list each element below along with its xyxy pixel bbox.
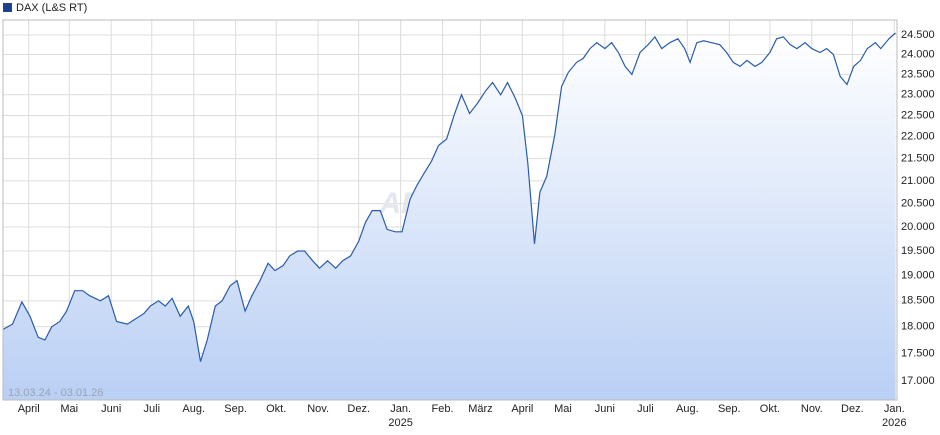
x-tick-label: April <box>18 403 40 415</box>
y-tick-label: 22.500 <box>901 109 935 121</box>
x-tick-label: Feb. <box>432 403 454 415</box>
x-tick-label: Jan. <box>390 403 411 415</box>
y-tick-label: 23.500 <box>901 68 935 80</box>
y-tick-label: 17.500 <box>901 347 935 359</box>
x-tick-label: April <box>511 403 533 415</box>
y-tick-label: 24.500 <box>901 29 935 41</box>
x-tick-label: Sep. <box>224 403 247 415</box>
y-tick-label: 21.500 <box>901 152 935 164</box>
x-tick-label: Aug. <box>182 403 205 415</box>
x-tick-label: Juni <box>595 403 615 415</box>
x-tick-label: Okt. <box>266 403 286 415</box>
legend-label: DAX (L&S RT) <box>16 2 87 14</box>
x-tick-label: Nov. <box>801 403 823 415</box>
y-tick-label: 19.500 <box>901 245 935 257</box>
y-tick-label: 22.000 <box>901 131 935 143</box>
x-tick-label: Jan. <box>884 403 905 415</box>
x-tick-label: Aug. <box>676 403 699 415</box>
x-tick-label: März <box>468 403 492 415</box>
x-tick-label: Mai <box>554 403 572 415</box>
y-tick-label: 20.500 <box>901 198 935 210</box>
legend-swatch <box>3 3 12 12</box>
date-range: 13.03.24 - 03.01.26 <box>8 387 103 399</box>
x-tick-label: Juli <box>637 403 654 415</box>
y-tick-label: 23.000 <box>901 89 935 101</box>
x-tick-label: Juni <box>101 403 121 415</box>
y-tick-label: 21.000 <box>901 175 935 187</box>
x-year-label: 2025 <box>388 417 412 429</box>
x-tick-label: Mai <box>60 403 78 415</box>
y-tick-label: 19.000 <box>901 270 935 282</box>
y-tick-label: 20.000 <box>901 221 935 233</box>
x-tick-label: Dez. <box>347 403 370 415</box>
x-tick-label: Sep. <box>718 403 741 415</box>
x-tick-label: Juli <box>144 403 161 415</box>
area <box>3 33 896 400</box>
y-tick-label: 18.000 <box>901 321 935 333</box>
y-tick-label: 18.500 <box>901 295 935 307</box>
y-tick-label: 24.000 <box>901 48 935 60</box>
x-tick-label: Dez. <box>841 403 864 415</box>
line <box>2 32 896 362</box>
x-tick-label: Okt. <box>760 403 780 415</box>
x-tick-label: Nov. <box>307 403 329 415</box>
y-tick-label: 17.000 <box>901 375 935 387</box>
frame <box>2 19 898 401</box>
x-year-label: 2026 <box>882 417 906 429</box>
